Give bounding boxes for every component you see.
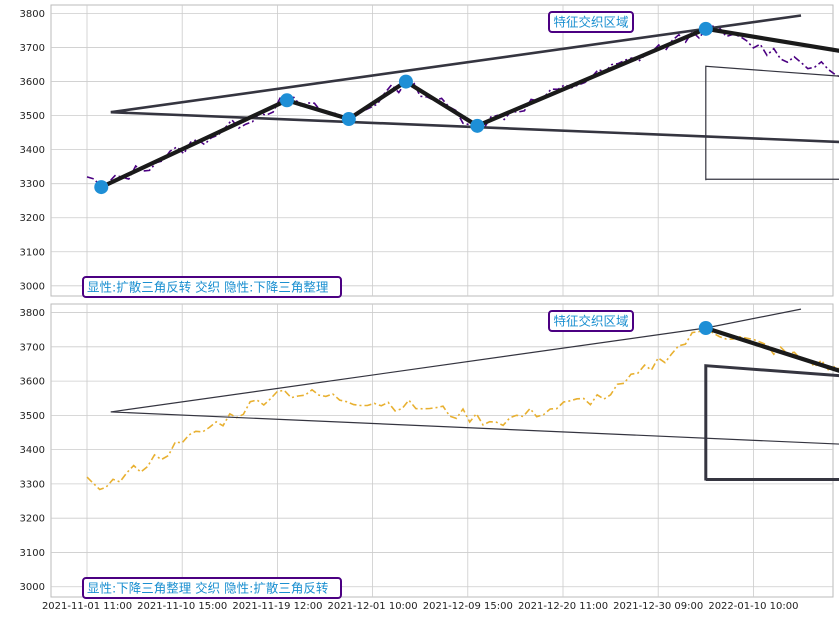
- annotation-box: [548, 310, 634, 332]
- annotation-box: [548, 11, 634, 33]
- annotation-label: 特征交织区域: [553, 15, 628, 30]
- y-tick-label: 3500: [20, 411, 45, 422]
- pivot-marker: [470, 118, 485, 133]
- pivot-marker: [698, 21, 713, 36]
- pattern-caption: 显性:下降三角整理 交织 隐性:扩散三角反转: [87, 581, 328, 596]
- pattern-caption: 显性:扩散三角反转 交织 隐性:下降三角整理: [87, 280, 329, 295]
- x-tick-label: 2021-12-20 11:00: [518, 601, 608, 612]
- y-tick-label: 3500: [20, 111, 45, 122]
- descending-triangle-outline: [705, 65, 839, 181]
- bottom-panel: 3000 3100 3200 3300 3400 3500 3600 3700 3800 特征交织…: [20, 303, 839, 599]
- pattern-caption-box: [82, 577, 342, 599]
- x-tick-label: 2021-12-01 10:00: [328, 601, 418, 612]
- pivot-marker: [279, 93, 294, 108]
- trend-line-upper: [110, 14, 802, 114]
- y-tick-label: 3100: [20, 247, 45, 258]
- y-tick-label: 3600: [20, 377, 45, 388]
- y-tick-label: 3800: [20, 308, 45, 319]
- y-tick-label: 3700: [20, 342, 45, 353]
- x-tick-label: 2021-11-19 12:00: [232, 601, 322, 612]
- y-tick-label: 3000: [20, 582, 45, 593]
- y-tick-label: 3000: [20, 281, 45, 292]
- x-tick-label: 2021-12-09 15:00: [423, 601, 513, 612]
- y-tick-label: 3700: [20, 43, 45, 54]
- y-tick-label: 3600: [20, 77, 45, 88]
- trend-line-lower: [110, 411, 839, 445]
- x-tick-label: 2022-01-10 10:00: [708, 601, 798, 612]
- plot-area: [50, 4, 834, 297]
- plot-area: [50, 303, 834, 598]
- pivot-marker: [398, 74, 413, 89]
- x-tick-label: 2021-11-01 11:00: [42, 601, 132, 612]
- trend-line-lower: [110, 110, 839, 144]
- trend-line-upper: [705, 308, 802, 329]
- pattern-caption-box: [82, 276, 342, 298]
- y-tick-label: 3100: [20, 548, 45, 559]
- x-tick-label: 2021-12-30 09:00: [613, 601, 703, 612]
- pivot-marker: [341, 112, 356, 127]
- pivot-marker: [94, 180, 109, 195]
- y-tick-label: 3300: [20, 479, 45, 490]
- annotation-label: 特征交织区域: [553, 314, 628, 329]
- top-panel: 3000 3100 3200 3300 3400 3500 3600 3700 3800 特征交织…: [20, 4, 839, 298]
- y-tick-label: 3400: [20, 145, 45, 156]
- trend-line-upper: [110, 327, 706, 413]
- y-tick-label: 3400: [20, 445, 45, 456]
- x-axis: 2021-11-01 11:00 2021-11-10 15:00 2021-11-…: [42, 601, 799, 612]
- pivot-marker: [698, 320, 713, 335]
- descending-triangle-outline: [704, 364, 839, 481]
- y-tick-label: 3300: [20, 179, 45, 190]
- y-tick-label: 3200: [20, 514, 45, 525]
- y-tick-label: 3800: [20, 9, 45, 20]
- y-tick-label: 3200: [20, 213, 45, 224]
- x-tick-label: 2021-11-10 15:00: [137, 601, 227, 612]
